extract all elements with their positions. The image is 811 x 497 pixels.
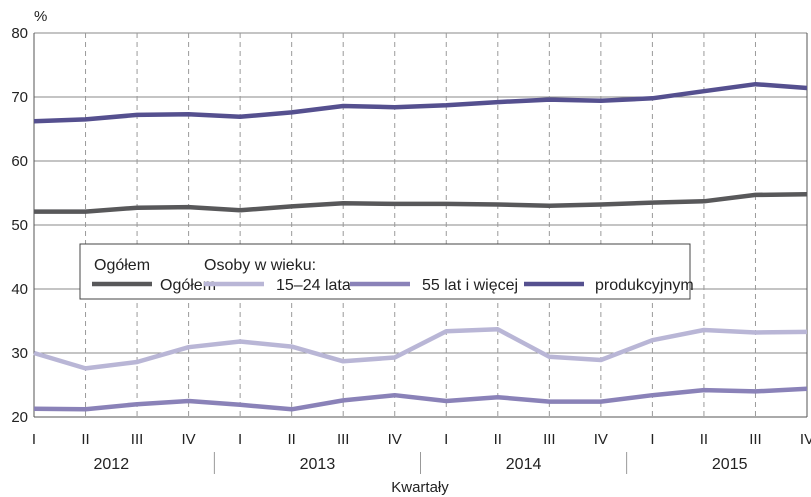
legend-group2-title: Osoby w wieku:	[204, 257, 316, 274]
year-label: 2013	[300, 456, 336, 473]
y-tick-label: 80	[11, 25, 28, 42]
x-tick-label: I	[238, 431, 242, 448]
legend-label-starsi: 55 lat i więcej	[422, 277, 518, 294]
x-axis-title: Kwartały	[391, 479, 449, 496]
x-tick-label: I	[444, 431, 448, 448]
x-tick-label: II	[494, 431, 502, 448]
x-tick-label: IV	[182, 431, 196, 448]
series-line-starsi	[33, 386, 808, 412]
y-tick-label: 30	[11, 345, 28, 362]
legend-label-produkcyjny: produkcyjnym	[595, 277, 694, 294]
x-tick-label: III	[749, 431, 762, 448]
grid	[34, 32, 807, 417]
x-tick-label: III	[337, 431, 350, 448]
x-tick-label: I	[32, 431, 36, 448]
series-line-mlodzi	[33, 327, 808, 371]
x-tick-label: II	[700, 431, 708, 448]
y-tick-label: 70	[11, 89, 28, 106]
series-lines	[33, 81, 808, 412]
series-line-produkcyjny	[33, 81, 808, 124]
series-line-ogolem	[34, 192, 808, 214]
legend: Ogółem Osoby w wieku: Ogółem 15–24 lata 55…	[79, 243, 694, 300]
x-tick-label: IV	[594, 431, 608, 448]
year-label: 2015	[712, 456, 748, 473]
year-label: 2014	[506, 456, 542, 473]
x-tick-label: II	[287, 431, 295, 448]
y-tick-label: 50	[11, 217, 28, 234]
y-axis-unit-label: %	[34, 8, 47, 25]
x-tick-label: II	[81, 431, 89, 448]
y-tick-label: 40	[11, 281, 28, 298]
legend-label-mlodzi: 15–24 lata	[276, 277, 351, 294]
x-tick-label: IV	[388, 431, 402, 448]
year-label: 2012	[94, 456, 130, 473]
y-tick-label: 20	[11, 409, 28, 426]
legend-box	[79, 243, 691, 300]
x-tick-label: I	[650, 431, 654, 448]
legend-label-ogolem: Ogółem	[160, 277, 216, 294]
x-tick-label: IV	[800, 431, 811, 448]
x-tick-label: III	[543, 431, 556, 448]
legend-group1-title: Ogółem	[94, 257, 150, 274]
y-tick-label: 60	[11, 153, 28, 170]
x-tick-label: III	[131, 431, 144, 448]
